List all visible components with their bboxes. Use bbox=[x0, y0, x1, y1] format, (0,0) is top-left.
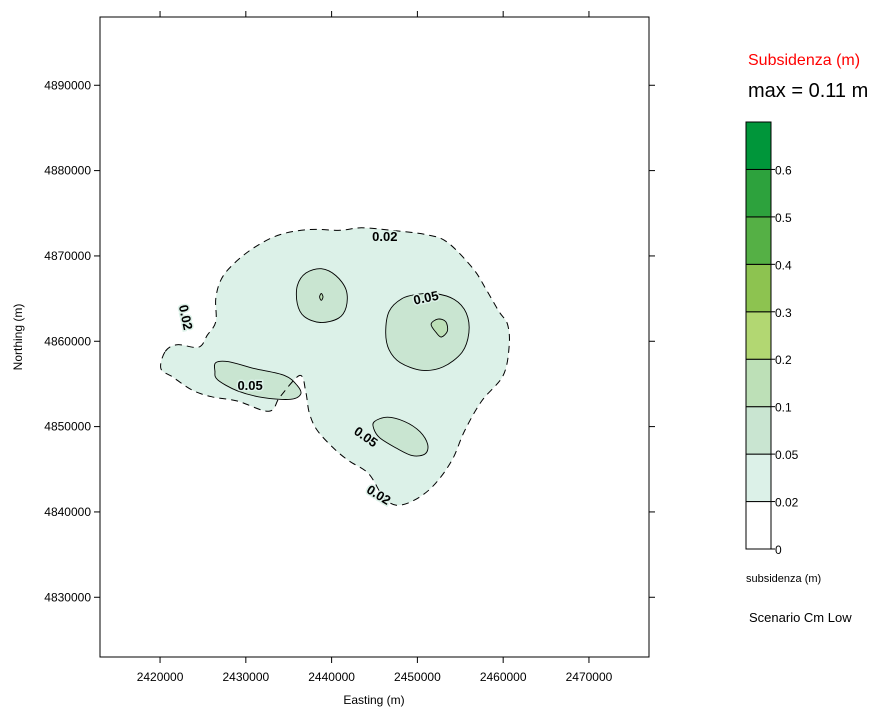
color-key: 0 0.02 0.05 0.1 0.2 0.3 0.4 0.5 0.6 bbox=[745, 121, 799, 557]
contour-0.05-1 bbox=[213, 360, 302, 400]
key-label-0.3: 0.3 bbox=[775, 306, 792, 320]
plot-frame bbox=[99, 16, 650, 658]
key-swatch-0.4 bbox=[745, 216, 772, 265]
contour-0.02 bbox=[160, 227, 510, 506]
y-axis-label: Northing (m) bbox=[11, 304, 25, 371]
key-label-0.4: 0.4 bbox=[775, 258, 792, 272]
y-tick-label: 4850000 bbox=[44, 420, 91, 434]
scenario-label: Scenario Cm Low bbox=[749, 610, 852, 625]
y-tick-label: 4870000 bbox=[44, 249, 91, 263]
y-tick-label: 4890000 bbox=[44, 78, 91, 92]
region-0.02 bbox=[160, 227, 510, 506]
key-label-0: 0 bbox=[775, 543, 782, 557]
x-tick-label: 2440000 bbox=[308, 670, 355, 684]
fill-regions bbox=[160, 227, 510, 506]
key-label-0.6: 0.6 bbox=[775, 163, 792, 177]
y-axis-ticks: 4830000 4840000 4850000 4860000 4870000 48800… bbox=[44, 78, 655, 604]
y-tick-label: 4840000 bbox=[44, 505, 91, 519]
legend-title: Subsidenza (m) bbox=[748, 52, 861, 69]
region-0.1-1 bbox=[431, 319, 448, 338]
contour-0.05-3 bbox=[385, 292, 470, 371]
x-tick-label: 2430000 bbox=[222, 670, 269, 684]
key-label-0.5: 0.5 bbox=[775, 211, 792, 225]
key-swatch-0.02 bbox=[745, 453, 772, 503]
key-swatch-0.2 bbox=[745, 311, 772, 360]
y-tick-label: 4860000 bbox=[44, 334, 91, 348]
contour-lines bbox=[160, 227, 510, 506]
contour-0.05-4 bbox=[372, 416, 429, 457]
x-axis-label: Easting (m) bbox=[343, 693, 404, 707]
contour-label-5: 0.05 bbox=[237, 378, 262, 393]
legend-max: max = 0.11 m bbox=[748, 80, 869, 102]
y-tick-label: 4830000 bbox=[44, 590, 91, 604]
key-swatch-0.1 bbox=[745, 358, 772, 408]
x-axis-ticks: 2420000 2430000 2440000 2450000 2460000 24700… bbox=[137, 11, 613, 684]
key-label-0.1: 0.1 bbox=[775, 401, 792, 415]
contour-label-4: 0.05 bbox=[412, 288, 440, 308]
key-label-0.05: 0.05 bbox=[775, 448, 799, 462]
x-tick-label: 2450000 bbox=[394, 670, 441, 684]
contour-0.1-1 bbox=[430, 318, 449, 338]
contour-label-1: 0.02 bbox=[372, 229, 397, 244]
y-tick-label: 4880000 bbox=[44, 164, 91, 178]
x-tick-label: 2470000 bbox=[566, 670, 613, 684]
x-tick-label: 2420000 bbox=[137, 670, 184, 684]
key-label-0.02: 0.02 bbox=[775, 496, 799, 510]
contour-label-2: 0.02 bbox=[176, 303, 196, 331]
key-swatch-0.3 bbox=[745, 263, 772, 313]
key-swatch-0.6 bbox=[745, 121, 772, 170]
key-swatch-0.05 bbox=[745, 406, 772, 455]
contour-0.05-2 bbox=[295, 268, 348, 323]
key-swatch-0 bbox=[745, 501, 772, 550]
legend-label: subsidenza (m) bbox=[746, 573, 821, 585]
key-swatch-0.5 bbox=[745, 168, 772, 218]
x-tick-label: 2460000 bbox=[480, 670, 527, 684]
key-label-0.2: 0.2 bbox=[775, 353, 792, 367]
region-0.05-3 bbox=[385, 293, 470, 371]
contour-0.1-2 bbox=[319, 293, 324, 301]
region-0.05-4 bbox=[372, 417, 428, 457]
